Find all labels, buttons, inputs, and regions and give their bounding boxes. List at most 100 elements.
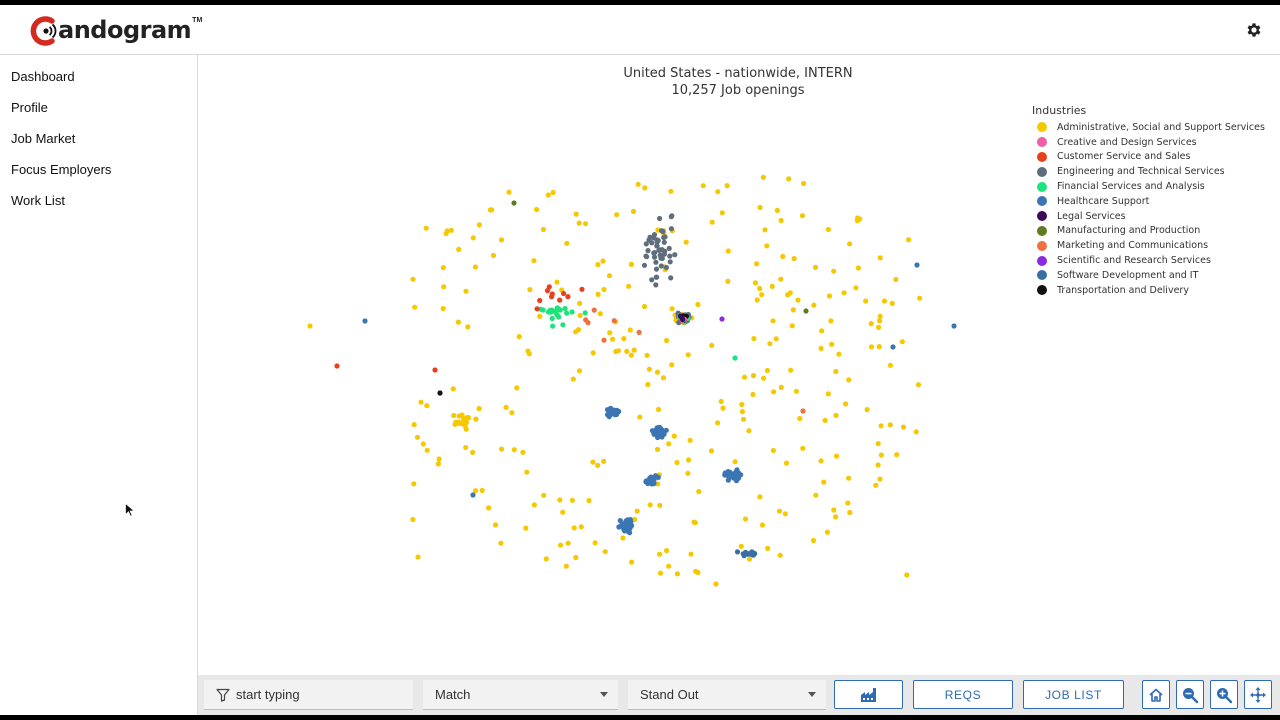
job-point[interactable]: [524, 469, 530, 475]
job-point[interactable]: [890, 344, 896, 350]
job-point[interactable]: [913, 429, 919, 435]
job-point[interactable]: [550, 189, 556, 196]
job-point[interactable]: [875, 462, 881, 468]
job-point[interactable]: [607, 330, 613, 336]
job-point[interactable]: [660, 375, 667, 381]
job-point[interactable]: [525, 348, 531, 354]
job-point[interactable]: [571, 525, 577, 531]
job-point[interactable]: [715, 420, 721, 426]
job-point[interactable]: [771, 389, 777, 395]
job-point[interactable]: [622, 528, 628, 534]
job-point[interactable]: [720, 405, 726, 411]
job-point[interactable]: [715, 189, 721, 195]
job-point[interactable]: [601, 458, 607, 464]
job-point[interactable]: [828, 318, 834, 324]
job-point[interactable]: [628, 261, 634, 267]
job-point[interactable]: [534, 206, 540, 213]
job-point[interactable]: [740, 416, 747, 422]
job-point[interactable]: [557, 497, 563, 503]
job-point[interactable]: [833, 368, 839, 375]
job-point[interactable]: [799, 213, 806, 219]
job-point[interactable]: [770, 318, 776, 324]
job-point[interactable]: [843, 401, 849, 407]
job-point[interactable]: [362, 318, 368, 324]
job-point[interactable]: [437, 390, 443, 396]
job-point[interactable]: [627, 517, 633, 523]
job-point[interactable]: [607, 406, 614, 412]
job-point[interactable]: [441, 284, 447, 290]
job-point[interactable]: [752, 280, 759, 286]
job-point[interactable]: [729, 473, 735, 479]
job-point[interactable]: [667, 259, 673, 265]
job-point[interactable]: [655, 237, 661, 244]
legend-item[interactable]: Marketing and Communications: [1032, 238, 1278, 253]
job-point[interactable]: [432, 367, 438, 373]
legend-item[interactable]: Administrative, Social and Support Servi…: [1032, 120, 1278, 135]
job-point[interactable]: [607, 409, 614, 416]
job-point[interactable]: [759, 522, 766, 528]
job-point[interactable]: [583, 221, 589, 227]
job-point[interactable]: [791, 256, 797, 262]
job-point[interactable]: [692, 520, 698, 526]
job-point[interactable]: [544, 288, 551, 294]
job-point[interactable]: [554, 305, 560, 311]
job-point[interactable]: [742, 516, 749, 522]
job-point[interactable]: [762, 227, 768, 233]
job-point[interactable]: [444, 228, 450, 234]
job-point[interactable]: [754, 261, 760, 267]
job-point[interactable]: [855, 265, 862, 271]
job-point[interactable]: [464, 414, 471, 421]
job-point[interactable]: [654, 274, 660, 280]
job-point[interactable]: [800, 445, 806, 451]
job-point[interactable]: [853, 285, 859, 291]
job-point[interactable]: [657, 502, 663, 508]
job-point[interactable]: [654, 243, 660, 249]
job-point[interactable]: [789, 323, 795, 329]
job-point[interactable]: [668, 226, 674, 232]
job-point[interactable]: [644, 352, 650, 358]
job-point[interactable]: [876, 324, 882, 330]
job-point[interactable]: [573, 329, 579, 335]
job-point[interactable]: [709, 219, 715, 225]
job-point[interactable]: [616, 524, 622, 530]
legend-item[interactable]: Customer Service and Sales: [1032, 150, 1278, 165]
job-point[interactable]: [621, 336, 627, 342]
job-point[interactable]: [653, 266, 660, 272]
job-point[interactable]: [624, 524, 630, 530]
job-point[interactable]: [719, 210, 725, 216]
job-point[interactable]: [671, 433, 677, 439]
job-point[interactable]: [548, 309, 554, 315]
job-point[interactable]: [610, 336, 616, 342]
job-point[interactable]: [813, 492, 819, 498]
job-point[interactable]: [653, 282, 659, 288]
job-point[interactable]: [459, 412, 465, 418]
reqs-button[interactable]: REQS: [913, 680, 1013, 709]
job-point[interactable]: [590, 350, 596, 356]
job-point[interactable]: [656, 247, 663, 253]
job-point[interactable]: [649, 428, 655, 434]
job-point[interactable]: [824, 529, 831, 535]
job-point[interactable]: [649, 277, 655, 283]
job-point[interactable]: [557, 297, 563, 303]
job-point[interactable]: [646, 366, 652, 372]
job-point[interactable]: [655, 481, 661, 487]
job-point[interactable]: [576, 220, 582, 226]
job-point[interactable]: [750, 391, 756, 398]
job-point[interactable]: [662, 234, 668, 240]
job-point[interactable]: [713, 581, 719, 587]
job-point[interactable]: [846, 475, 852, 481]
job-point[interactable]: [821, 479, 827, 485]
job-point[interactable]: [685, 352, 691, 358]
job-point[interactable]: [661, 251, 667, 257]
job-point[interactable]: [656, 430, 662, 436]
job-point[interactable]: [564, 310, 570, 316]
job-point[interactable]: [951, 323, 957, 329]
job-point[interactable]: [801, 180, 807, 187]
job-point[interactable]: [776, 508, 783, 514]
job-point[interactable]: [845, 500, 851, 506]
job-point[interactable]: [785, 292, 791, 298]
job-point[interactable]: [696, 489, 702, 495]
job-point[interactable]: [906, 237, 912, 243]
job-point[interactable]: [894, 452, 900, 458]
job-point[interactable]: [778, 217, 784, 224]
